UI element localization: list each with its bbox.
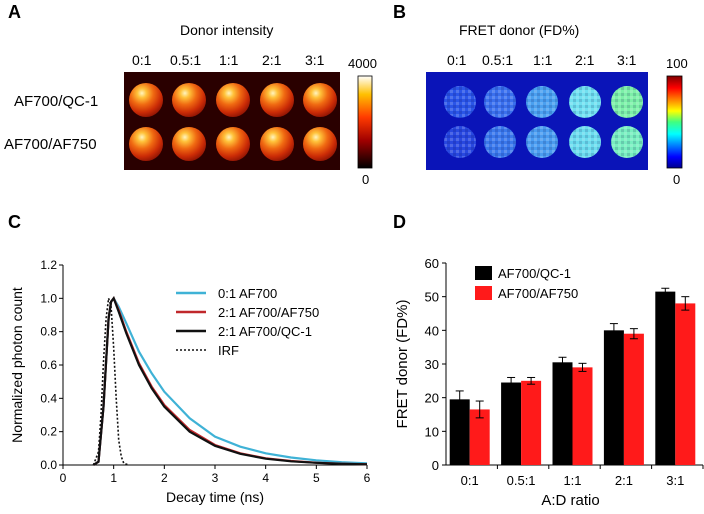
panel-c-y-label: Normalized photon count [9,287,25,443]
panel-d-bar [552,362,573,465]
panel-c-series [92,296,368,466]
panel-d-y-tick-label: 40 [425,323,439,338]
panel-d-x-tick-label: 2:1 [615,473,633,488]
panel-d-legend-label: AF700/AF750 [498,286,578,301]
panel-b-wells [444,86,643,158]
panel-d-bars [449,287,696,465]
panel-letter-a: A [8,2,21,22]
panel-d-y-tick-label: 0 [432,458,439,473]
panel-c-legend-label: 0:1 AF700 [218,286,277,301]
panel-d-x-label: A:D ratio [541,492,599,509]
panel-d-bar [521,380,542,465]
panel-b-col-label: 3:1 [617,52,637,68]
panel-c-series-line [92,296,368,466]
panel-d-bar [572,367,593,465]
panel-d-bar [469,409,490,465]
panel-b-col-label: 1:1 [533,52,553,68]
panel-b-col-label: 0.5:1 [482,52,514,68]
panel-a-colorbar-min: 0 [362,172,370,187]
panel-c-y-tick-label: 0.6 [40,358,57,372]
panel-c-x-tick-label: 0 [60,471,67,485]
panel-b-colorbar [666,75,683,169]
panel-c-x-tick-label: 6 [364,471,371,485]
panel-a-colorbar [357,75,373,169]
panel-c-x-tick-label: 1 [110,471,117,485]
panel-d-legend-swatch [475,286,492,300]
panel-a-wells [129,83,337,161]
panel-d-x-tick-label: 0:1 [461,473,479,488]
panel-c-y-tick-label: 1.2 [40,258,57,272]
panel-c-legend: 0:1 AF700 2:1 AF700/AF750 2:1 AF700/QC-1 IR… [176,286,319,358]
panel-d-bar [675,303,696,465]
panel-d-bar [501,382,522,465]
panel-b-col-label: 0:1 [447,52,467,68]
panel-d-y-tick-label: 30 [425,357,439,372]
panel-a-title: Donor intensity [180,22,274,38]
panel-c-x-tick-label: 5 [313,471,320,485]
panel-c-x-tick-label: 4 [262,471,269,485]
panel-b-colorbar-max: 100 [666,56,688,71]
panel-c-axes: 0 1 2 3 4 5 6 0.0 0.2 0.4 0.6 0.8 1.0 1.2 Decay time (… [9,258,371,505]
panel-c-x-tick-label: 3 [212,471,219,485]
panel-c-legend-label: 2:1 AF700/QC-1 [218,324,312,339]
panel-d-bar [655,291,676,465]
panel-c-y-tick-label: 0.8 [40,325,57,339]
panel-d-bar [603,330,624,465]
panel-d-legend: AF700/QC-1 AF700/AF750 [475,266,578,301]
panel-a-col-label: 1:1 [219,52,239,68]
panel-c-y-tick-label: 1.0 [40,291,57,305]
panel-d-bar [449,399,470,465]
panel-c-y-tick-label: 0.2 [40,425,57,439]
panel-b-colorbar-min: 0 [673,172,681,187]
panel-c-y-tick-label: 0.4 [40,391,57,405]
panel-d-legend-swatch [475,266,492,280]
panel-a-row-label: AF700/AF750 [4,136,97,153]
panel-a-colorbar-max: 4000 [348,56,377,71]
panel-b-title: FRET donor (FD%) [459,22,580,38]
panel-letter-d: D [393,212,406,232]
panel-c-legend-label: IRF [218,343,239,358]
panel-d-y-tick-label: 50 [425,290,439,305]
panel-d-legend-label: AF700/QC-1 [498,266,571,281]
panel-a-row-label: AF700/QC-1 [14,93,99,110]
panel-b-col-label: 2:1 [575,52,595,68]
panel-a-col-label: 0.5:1 [170,52,202,68]
panel-d-x-tick-label: 3:1 [666,473,684,488]
panel-letter-b: B [393,2,406,22]
panel-c-x-label: Decay time (ns) [166,489,264,505]
panel-a-col-label: 3:1 [305,52,325,68]
panel-letter-c: C [8,212,21,232]
panel-d-x-tick-label: 1:1 [563,473,581,488]
panel-c-series-line [92,298,130,466]
panel-d-y-tick-label: 60 [425,256,439,271]
panel-d-x-tick-label: 0.5:1 [507,473,536,488]
panel-c-legend-label: 2:1 AF700/AF750 [218,305,319,320]
panel-d-y-label: FRET donor (FD%) [394,300,411,429]
panel-a-col-label: 2:1 [262,52,282,68]
panel-c-x-tick-label: 2 [161,471,168,485]
panel-d-bar [623,333,644,465]
panel-d-y-tick-label: 10 [425,424,439,439]
panel-d-y-tick-label: 20 [425,391,439,406]
panel-c-y-tick-label: 0.0 [40,458,57,472]
panel-a-col-label: 0:1 [132,52,152,68]
